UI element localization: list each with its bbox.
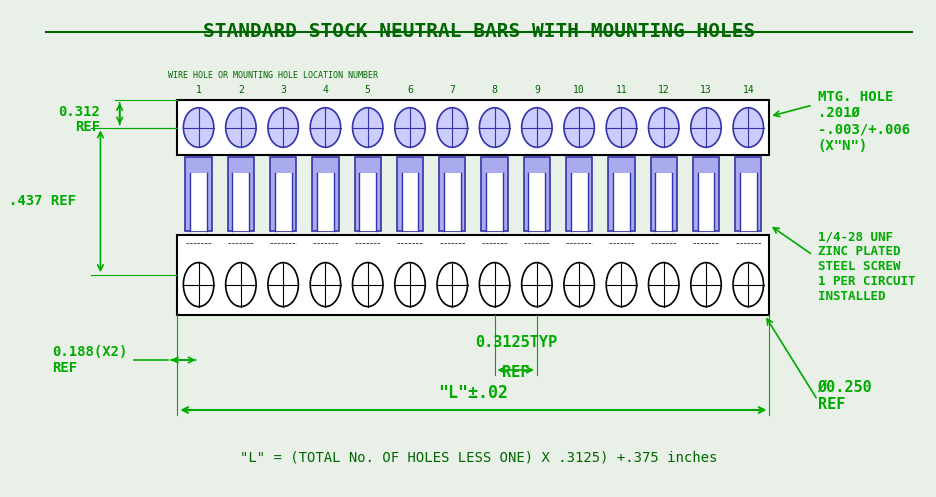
Bar xyxy=(354,157,380,231)
Text: 8: 8 xyxy=(491,85,497,95)
Text: STANDARD STOCK NEUTRAL BARS WITH MOUNTING HOLES: STANDARD STOCK NEUTRAL BARS WITH MOUNTIN… xyxy=(202,22,754,41)
Ellipse shape xyxy=(648,108,679,147)
Text: 7: 7 xyxy=(449,85,455,95)
Ellipse shape xyxy=(394,108,425,147)
Ellipse shape xyxy=(268,108,298,147)
Text: REF: REF xyxy=(75,120,100,134)
Ellipse shape xyxy=(310,262,341,307)
Ellipse shape xyxy=(732,262,763,307)
Ellipse shape xyxy=(436,108,467,147)
Text: 2: 2 xyxy=(238,85,243,95)
Bar xyxy=(190,173,207,231)
Ellipse shape xyxy=(268,262,298,307)
Text: REF: REF xyxy=(502,365,529,380)
Text: 12: 12 xyxy=(657,85,669,95)
Bar xyxy=(739,173,756,231)
Bar xyxy=(697,173,713,231)
Bar xyxy=(486,173,503,231)
Bar xyxy=(397,157,423,231)
Bar xyxy=(227,157,254,231)
Ellipse shape xyxy=(732,108,763,147)
Text: Ø0.250
REF: Ø0.250 REF xyxy=(817,380,871,413)
Text: 4: 4 xyxy=(322,85,328,95)
Ellipse shape xyxy=(310,108,341,147)
Ellipse shape xyxy=(690,108,721,147)
Ellipse shape xyxy=(606,108,636,147)
Bar xyxy=(735,157,761,231)
Bar xyxy=(316,173,333,231)
Text: 3: 3 xyxy=(280,85,285,95)
Ellipse shape xyxy=(226,108,256,147)
Text: 1: 1 xyxy=(196,85,201,95)
Text: MTG. HOLE
.201Ø
-.003/+.006
(X"N"): MTG. HOLE .201Ø -.003/+.006 (X"N") xyxy=(817,90,909,153)
Bar xyxy=(528,173,545,231)
Text: 14: 14 xyxy=(741,85,753,95)
Text: 1/4-28 UNF
ZINC PLATED
STEEL SCREW
1 PER CIRCUIT
INSTALLED: 1/4-28 UNF ZINC PLATED STEEL SCREW 1 PER… xyxy=(817,230,914,303)
Bar xyxy=(565,157,592,231)
Bar xyxy=(402,173,418,231)
Bar xyxy=(312,157,338,231)
Text: 9: 9 xyxy=(534,85,539,95)
Ellipse shape xyxy=(521,108,551,147)
Text: "L" = (TOTAL No. OF HOLES LESS ONE) X .3125) +.375 inches: "L" = (TOTAL No. OF HOLES LESS ONE) X .3… xyxy=(240,450,717,464)
Text: 0.312: 0.312 xyxy=(59,105,100,119)
Ellipse shape xyxy=(479,108,509,147)
Ellipse shape xyxy=(648,262,679,307)
Text: 6: 6 xyxy=(406,85,413,95)
Bar xyxy=(358,173,375,231)
Text: 10: 10 xyxy=(573,85,584,95)
Ellipse shape xyxy=(352,262,383,307)
Ellipse shape xyxy=(183,108,213,147)
Bar xyxy=(444,173,461,231)
Ellipse shape xyxy=(436,262,467,307)
Bar xyxy=(185,157,212,231)
Bar xyxy=(481,157,507,231)
Text: 5: 5 xyxy=(364,85,371,95)
Text: 0.188(X2)
REF: 0.188(X2) REF xyxy=(52,345,127,375)
Text: 0.3125TYP: 0.3125TYP xyxy=(475,335,556,350)
Ellipse shape xyxy=(352,108,383,147)
Bar xyxy=(650,157,676,231)
Bar xyxy=(654,173,671,231)
Ellipse shape xyxy=(394,262,425,307)
Ellipse shape xyxy=(606,262,636,307)
Bar xyxy=(232,173,249,231)
Text: 13: 13 xyxy=(699,85,711,95)
Ellipse shape xyxy=(479,262,509,307)
Bar xyxy=(570,173,587,231)
Ellipse shape xyxy=(563,262,593,307)
Bar xyxy=(177,100,768,155)
Text: "L"±.02: "L"±.02 xyxy=(438,384,508,402)
Bar xyxy=(439,157,465,231)
Text: WIRE HOLE OR MOUNTING HOLE LOCATION NUMBER: WIRE HOLE OR MOUNTING HOLE LOCATION NUMB… xyxy=(168,71,377,80)
Bar xyxy=(177,235,768,315)
Bar xyxy=(612,173,629,231)
Bar xyxy=(523,157,549,231)
Text: .437 REF: .437 REF xyxy=(9,194,77,208)
Ellipse shape xyxy=(183,262,213,307)
Bar xyxy=(274,173,291,231)
Bar xyxy=(692,157,718,231)
Ellipse shape xyxy=(690,262,721,307)
Ellipse shape xyxy=(563,108,593,147)
Ellipse shape xyxy=(521,262,551,307)
Bar xyxy=(270,157,296,231)
Bar xyxy=(607,157,634,231)
Text: 11: 11 xyxy=(615,85,626,95)
Ellipse shape xyxy=(226,262,256,307)
